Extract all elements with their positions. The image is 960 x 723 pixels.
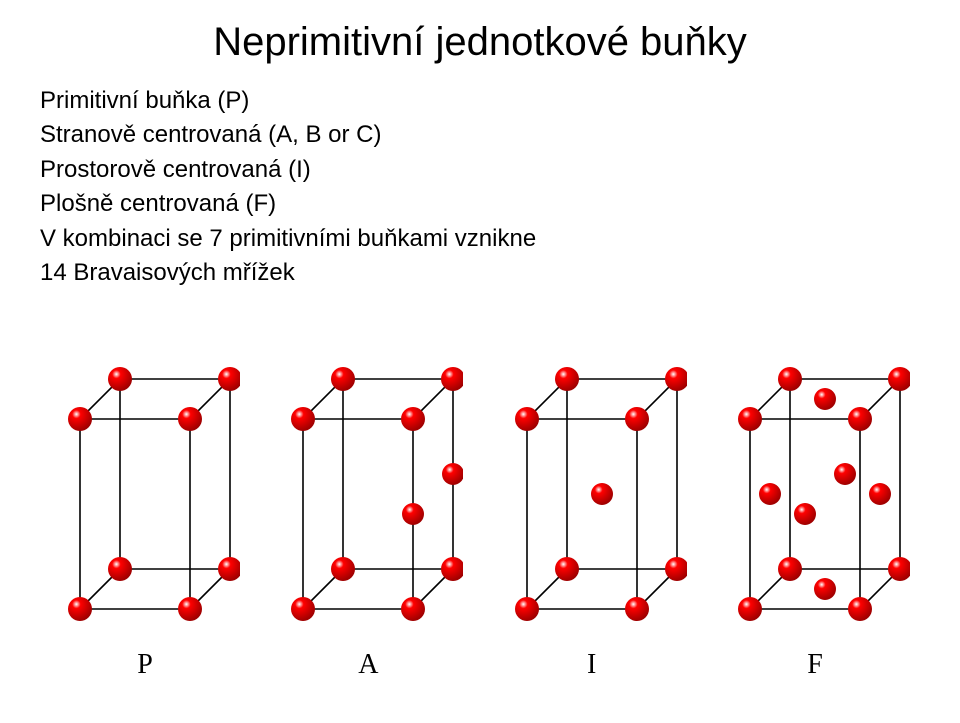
cell-label-A: A <box>358 649 378 681</box>
cell-I: I <box>497 349 687 681</box>
bullet-item: Prostorově centrovaná (I) <box>40 154 920 186</box>
bullet-item: V kombinaci se 7 primitivními buňkami vz… <box>40 223 920 255</box>
cells-row: P A I <box>40 349 920 681</box>
page-title: Neprimitivní jednotkové buňky <box>40 20 920 65</box>
cell-label-F: F <box>807 649 823 681</box>
bullet-item: Plošně centrovaná (F) <box>40 188 920 220</box>
cell-label-I: I <box>587 649 596 681</box>
bullet-item: 14 Bravaisových mřížek <box>40 257 920 289</box>
cell-diagram-F <box>720 349 910 639</box>
cell-A: A <box>273 349 463 681</box>
cell-diagram-A <box>273 349 463 639</box>
bullet-list: Primitivní buňka (P) Stranově centrovaná… <box>40 85 920 289</box>
cell-label-P: P <box>137 649 153 681</box>
cell-F: F <box>720 349 910 681</box>
cell-diagram-I <box>497 349 687 639</box>
bullet-item: Stranově centrovaná (A, B or C) <box>40 119 920 151</box>
cell-P: P <box>50 349 240 681</box>
cell-diagram-P <box>50 349 240 639</box>
bullet-item: Primitivní buňka (P) <box>40 85 920 117</box>
